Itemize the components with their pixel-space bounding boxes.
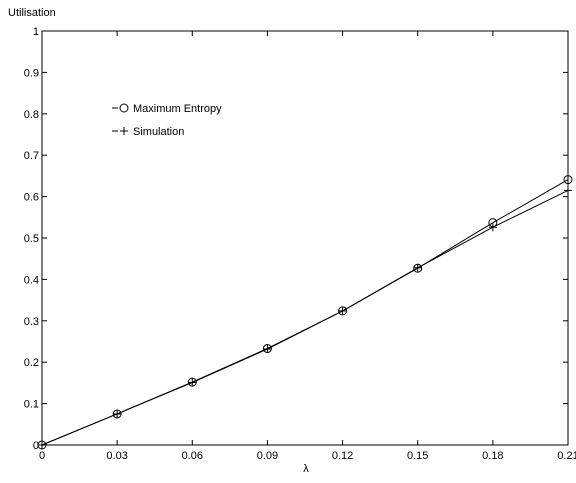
y-tick-label: 0	[33, 440, 39, 452]
data-point	[38, 441, 46, 449]
y-axis-title: Utilisation	[8, 7, 56, 19]
x-tick-label: 0	[39, 450, 45, 462]
data-point	[563, 175, 573, 185]
data-point	[338, 306, 347, 315]
x-tick-label: 0.03	[106, 450, 127, 462]
series-line	[41, 179, 569, 446]
series-simulation	[38, 186, 572, 449]
x-tick-label: 0.12	[332, 450, 353, 462]
legend-marker	[120, 127, 128, 135]
legend-label: Maximum Entropy	[133, 103, 222, 115]
y-tick-label: 0.9	[24, 67, 39, 79]
x-tick-label: 0.21	[557, 450, 576, 462]
data-point	[263, 344, 272, 353]
x-tick-label: 0.06	[182, 450, 203, 462]
y-tick-label: 0.3	[24, 316, 39, 328]
legend-label: Simulation	[133, 126, 184, 138]
series-line	[41, 189, 569, 446]
y-tick-label: 0.8	[24, 109, 39, 121]
data-point	[188, 378, 197, 387]
y-tick-label: 0.4	[24, 274, 39, 286]
data-point	[488, 223, 497, 232]
series-layer	[37, 175, 573, 450]
x-axis-title: λ	[303, 463, 309, 475]
x-tick-label: 0.09	[257, 450, 278, 462]
data-point	[564, 186, 572, 195]
y-axis: 0 0.1 0.2 0.3 0.4 0.5 0.6 0.7 0.8 0.9 1	[24, 26, 568, 452]
x-tick-label: 0.15	[407, 450, 428, 462]
y-tick-label: 0.7	[24, 150, 39, 162]
legend-marker	[119, 103, 129, 113]
x-axis: 0 0.03 0.06 0.09 0.12 0.15 0.18 0.21	[39, 31, 576, 462]
legend: Maximum Entropy Simulation	[112, 103, 222, 138]
plot-frame	[41, 30, 569, 446]
plot-border	[41, 30, 569, 446]
y-tick-label: 0.2	[24, 357, 39, 369]
data-point	[113, 409, 122, 418]
y-tick-label: 0.1	[24, 399, 39, 411]
y-tick-label: 0.5	[24, 233, 39, 245]
series-maximum-entropy	[37, 175, 573, 450]
x-tick-label: 0.18	[482, 450, 503, 462]
data-point	[413, 263, 422, 272]
y-tick-label: 1	[33, 26, 39, 38]
y-tick-label: 0.6	[24, 192, 39, 204]
